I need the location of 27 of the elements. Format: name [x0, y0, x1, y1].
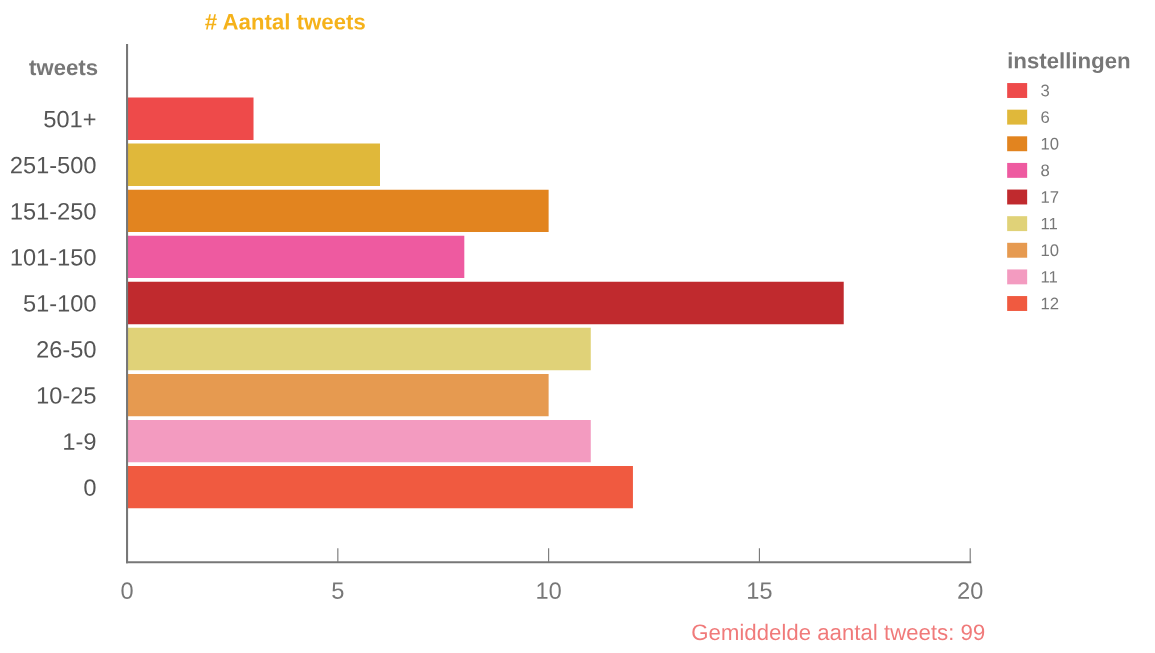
legend-label: 17 — [1041, 191, 1059, 203]
legend-label: 8 — [1041, 164, 1050, 177]
y-tick-label: 10-25 — [37, 387, 96, 404]
legend-label: 10 — [1041, 137, 1059, 150]
x-tick-label: 0 — [121, 582, 133, 600]
y-tick-label: 51-100 — [23, 295, 96, 312]
x-tick-label: 15 — [748, 582, 772, 600]
y-tick-label: 501+ — [44, 110, 96, 128]
legend-label: 12 — [1041, 297, 1059, 310]
x-tick-label: 5 — [332, 582, 344, 600]
chart-title: # Aantal tweets — [205, 13, 365, 30]
text: Gemiddelde aantal tweets: 99 — [692, 623, 985, 641]
legend-label: 11 — [1041, 271, 1057, 283]
legend-label: 11 — [1041, 217, 1057, 230]
y-tick-label: 26-50 — [37, 341, 96, 358]
legend-label: 3 — [1041, 84, 1050, 97]
y-tick-label: 0 — [84, 479, 96, 496]
y-tick-label: 251-500 — [11, 156, 96, 174]
x-tick-label: 10 — [537, 582, 561, 600]
x-tick-label: 20 — [958, 582, 983, 600]
y-tick-label: 151-250 — [11, 202, 96, 220]
y-axis-title: tweets — [29, 60, 98, 76]
y-tick-label: 1-9 — [64, 433, 96, 450]
y-tick-label: 101-150 — [11, 248, 96, 266]
legend-label: 10 — [1041, 244, 1059, 257]
legend-title: instellingen — [1008, 52, 1130, 74]
legend-label: 6 — [1041, 111, 1050, 124]
